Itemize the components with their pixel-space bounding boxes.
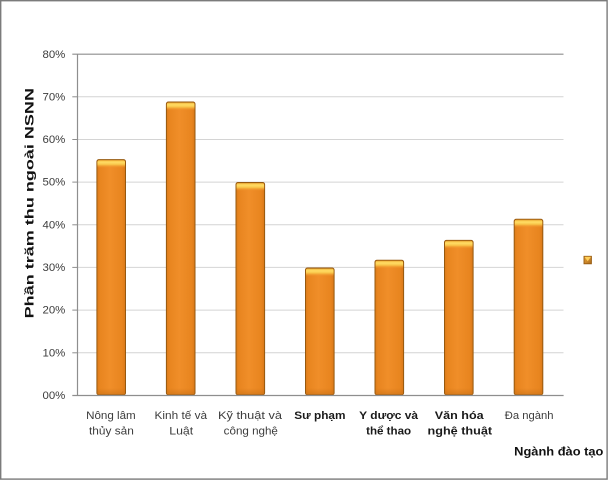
svg-text:40%: 40%: [42, 219, 65, 231]
svg-text:Y dược và: Y dược và: [359, 410, 418, 422]
svg-text:20%: 20%: [42, 305, 65, 317]
svg-text:60%: 60%: [42, 134, 65, 146]
svg-text:công nghệ: công nghệ: [224, 425, 278, 437]
svg-text:Văn hóa: Văn hóa: [435, 410, 485, 422]
svg-text:10%: 10%: [42, 347, 65, 359]
svg-text:Luật: Luật: [169, 425, 194, 437]
svg-text:Sư phạm: Sư phạm: [294, 410, 345, 422]
svg-text:Kinh tế và: Kinh tế và: [155, 410, 208, 422]
svg-text:Ngành đào tạo: Ngành đào tạo: [514, 444, 603, 458]
svg-text:00%: 00%: [42, 390, 65, 402]
svg-text:70%: 70%: [42, 91, 65, 103]
svg-text:80%: 80%: [42, 49, 65, 61]
svg-text:nghệ thuật: nghệ thuật: [428, 425, 493, 437]
svg-text:30%: 30%: [42, 262, 65, 274]
svg-text:thủy sản: thủy sản: [89, 425, 134, 437]
svg-text:Kỹ thuật và: Kỹ thuật và: [218, 410, 283, 422]
svg-text:Phần trăm thu ngoài NSNN: Phần trăm thu ngoài NSNN: [23, 88, 37, 318]
svg-text:thể thao: thể thao: [366, 425, 411, 437]
svg-text:Đa ngành: Đa ngành: [505, 410, 554, 422]
svg-text:50%: 50%: [42, 177, 65, 189]
svg-text:Nông lâm: Nông lâm: [86, 410, 136, 422]
